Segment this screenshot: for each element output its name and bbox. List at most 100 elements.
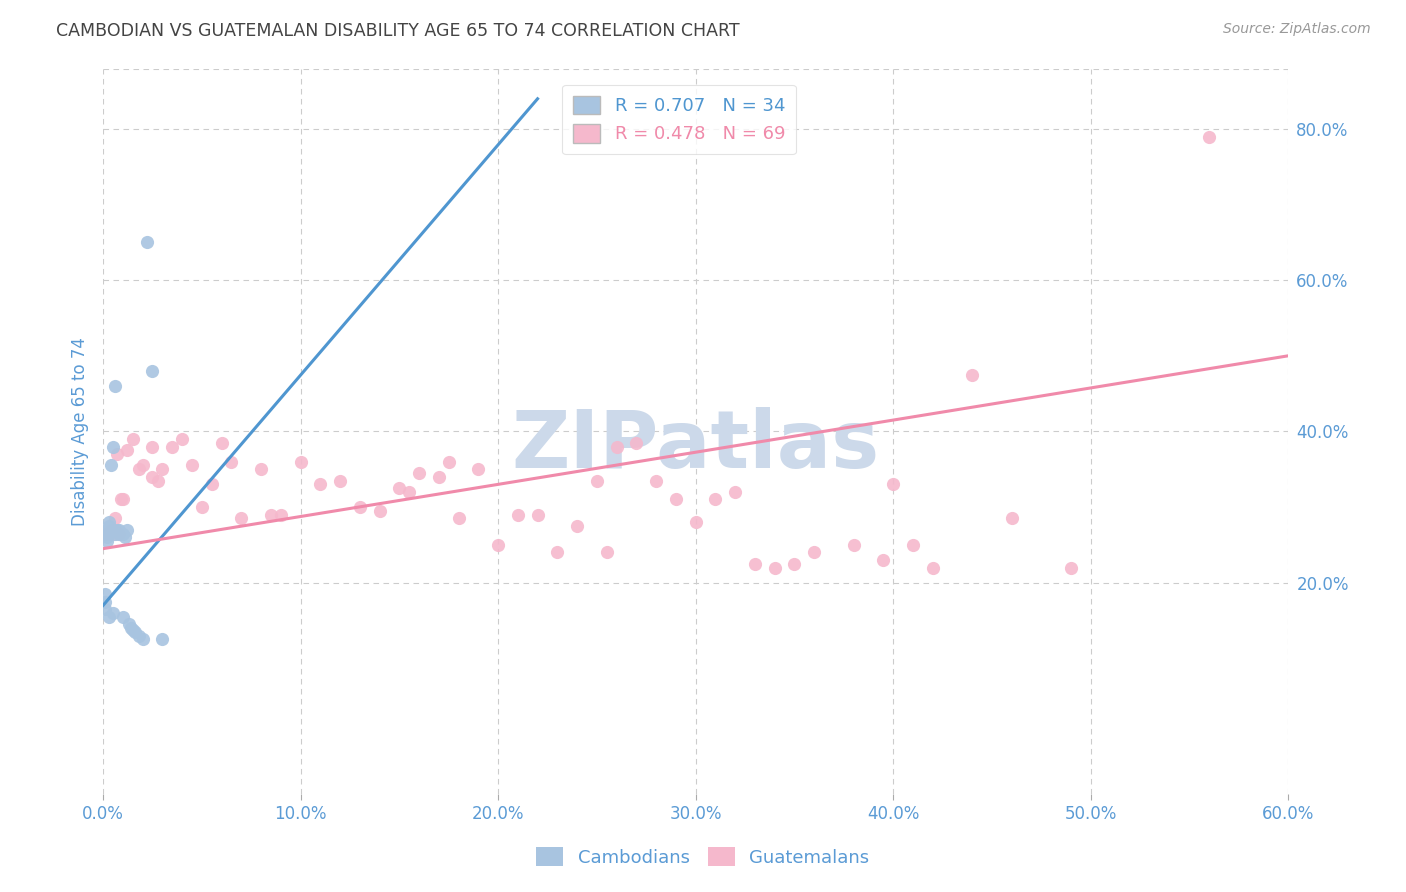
Point	[110, 492, 132, 507]
Point	[606, 440, 628, 454]
Point	[250, 462, 273, 476]
Point	[120, 621, 142, 635]
Point	[104, 379, 127, 393]
Point	[1060, 560, 1083, 574]
Point	[104, 523, 127, 537]
Point	[131, 458, 153, 473]
Point	[98, 515, 121, 529]
Point	[1198, 129, 1220, 144]
Point	[108, 526, 131, 541]
Legend: Cambodians, Guatemalans: Cambodians, Guatemalans	[529, 840, 877, 874]
Point	[447, 511, 470, 525]
Point	[96, 526, 118, 541]
Y-axis label: Disability Age 65 to 74: Disability Age 65 to 74	[72, 337, 89, 526]
Point	[118, 617, 141, 632]
Legend: R = 0.707   N = 34, R = 0.478   N = 69: R = 0.707 N = 34, R = 0.478 N = 69	[562, 85, 796, 154]
Point	[128, 462, 150, 476]
Point	[105, 523, 128, 537]
Point	[98, 519, 121, 533]
Point	[94, 594, 117, 608]
Point	[626, 435, 648, 450]
Point	[960, 368, 983, 382]
Point	[94, 602, 117, 616]
Point	[181, 458, 204, 473]
Point	[744, 557, 766, 571]
Point	[98, 609, 121, 624]
Point	[141, 364, 163, 378]
Point	[486, 538, 509, 552]
Point	[921, 560, 943, 574]
Point	[388, 481, 411, 495]
Point	[162, 440, 184, 454]
Text: ZIPatlas: ZIPatlas	[512, 407, 880, 485]
Point	[121, 623, 143, 637]
Point	[115, 443, 138, 458]
Point	[467, 462, 489, 476]
Point	[121, 432, 143, 446]
Point	[104, 526, 127, 541]
Point	[221, 455, 243, 469]
Point	[100, 523, 122, 537]
Point	[211, 435, 233, 450]
Point	[104, 511, 127, 525]
Point	[546, 545, 568, 559]
Point	[842, 538, 865, 552]
Point	[882, 477, 904, 491]
Point	[270, 508, 292, 522]
Point	[148, 474, 170, 488]
Point	[101, 440, 124, 454]
Point	[763, 560, 786, 574]
Point	[141, 440, 163, 454]
Point	[96, 530, 118, 544]
Point	[101, 523, 124, 537]
Point	[111, 609, 134, 624]
Point	[150, 632, 173, 647]
Point	[803, 545, 825, 559]
Point	[901, 538, 924, 552]
Point	[408, 466, 430, 480]
Point	[101, 526, 124, 541]
Point	[105, 447, 128, 461]
Point	[100, 523, 122, 537]
Point	[596, 545, 619, 559]
Point	[135, 235, 157, 250]
Point	[872, 553, 894, 567]
Point	[108, 526, 131, 541]
Point	[783, 557, 806, 571]
Point	[329, 474, 352, 488]
Point	[201, 477, 224, 491]
Point	[94, 587, 117, 601]
Point	[96, 526, 118, 541]
Point	[526, 508, 548, 522]
Point	[645, 474, 668, 488]
Point	[724, 484, 747, 499]
Point	[115, 523, 138, 537]
Point	[108, 523, 131, 537]
Point	[231, 511, 253, 525]
Point	[290, 455, 312, 469]
Point	[96, 523, 118, 537]
Text: Source: ZipAtlas.com: Source: ZipAtlas.com	[1223, 22, 1371, 37]
Point	[398, 484, 420, 499]
Point	[111, 492, 134, 507]
Point	[141, 470, 163, 484]
Point	[110, 526, 132, 541]
Point	[565, 519, 588, 533]
Point	[114, 530, 136, 544]
Point	[96, 534, 118, 549]
Point	[349, 500, 371, 514]
Point	[128, 629, 150, 643]
Point	[101, 606, 124, 620]
Point	[260, 508, 283, 522]
Point	[98, 526, 121, 541]
Point	[1000, 511, 1022, 525]
Point	[665, 492, 688, 507]
Point	[427, 470, 450, 484]
Point	[94, 526, 117, 541]
Point	[191, 500, 214, 514]
Point	[150, 462, 173, 476]
Text: CAMBODIAN VS GUATEMALAN DISABILITY AGE 65 TO 74 CORRELATION CHART: CAMBODIAN VS GUATEMALAN DISABILITY AGE 6…	[56, 22, 740, 40]
Point	[111, 526, 134, 541]
Point	[124, 624, 146, 639]
Point	[585, 474, 607, 488]
